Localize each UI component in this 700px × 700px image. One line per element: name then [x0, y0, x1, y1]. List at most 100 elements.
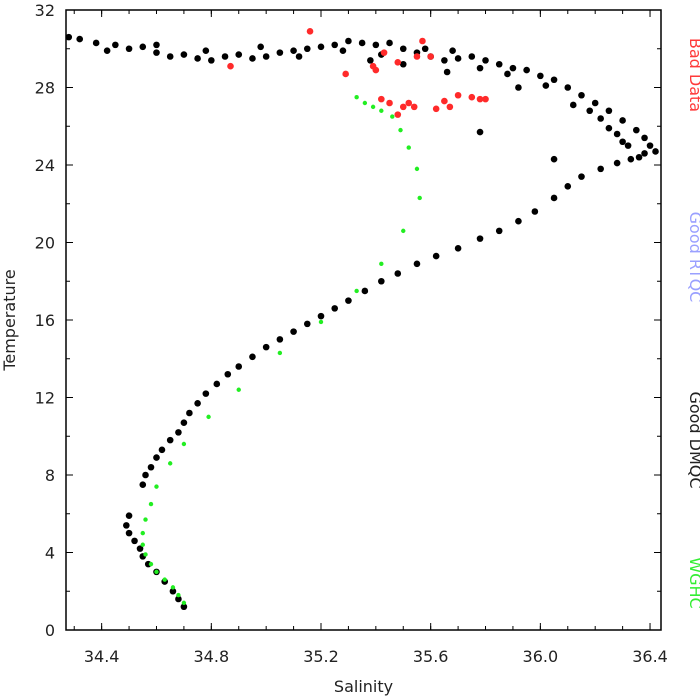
- point-good-dmqc: [194, 400, 201, 407]
- point-wghc: [398, 127, 403, 133]
- y-tick-label: 0: [45, 621, 55, 640]
- x-tick-label: 36.0: [523, 647, 559, 666]
- point-good-dmqc: [495, 227, 503, 235]
- point-wghc: [176, 592, 181, 598]
- point-good-dmqc: [413, 260, 421, 268]
- point-good-dmqc: [213, 380, 221, 388]
- point-good-dmqc: [202, 390, 210, 397]
- point-good-dmqc: [180, 419, 188, 426]
- point-good-dmqc: [175, 429, 182, 436]
- point-bad-data: [432, 105, 440, 113]
- legend-item-good-dmqc: Good DMQC: [686, 391, 700, 488]
- point-wghc: [370, 104, 376, 110]
- point-good-dmqc: [123, 522, 130, 529]
- point-good-dmqc: [339, 47, 347, 54]
- point-good-dmqc: [476, 128, 484, 136]
- point-good-dmqc: [378, 277, 385, 285]
- point-bad-data: [386, 99, 393, 107]
- point-good-dmqc: [597, 165, 604, 173]
- point-good-dmqc: [158, 446, 166, 454]
- point-good-dmqc: [345, 37, 352, 45]
- point-good-dmqc: [290, 47, 297, 54]
- point-wghc: [406, 145, 411, 150]
- point-good-dmqc: [597, 115, 604, 122]
- point-wghc: [148, 501, 154, 507]
- point-good-dmqc: [142, 471, 149, 479]
- point-good-dmqc: [504, 70, 511, 78]
- point-wghc: [318, 319, 324, 325]
- y-axis-title: Temperature: [0, 269, 19, 371]
- point-good-dmqc: [180, 603, 188, 611]
- point-bad-data: [306, 28, 314, 35]
- point-good-dmqc: [125, 512, 133, 519]
- point-good-dmqc: [202, 47, 210, 54]
- point-good-dmqc: [262, 343, 270, 351]
- point-good-dmqc: [578, 173, 585, 180]
- data-points: [65, 28, 659, 611]
- point-good-dmqc: [468, 53, 476, 60]
- point-wghc: [379, 261, 384, 267]
- point-good-dmqc: [303, 45, 311, 53]
- point-wghc: [162, 577, 167, 582]
- point-good-dmqc: [531, 208, 539, 215]
- y-tick-label: 16: [35, 311, 55, 330]
- point-good-dmqc: [421, 45, 429, 53]
- point-good-dmqc: [515, 217, 522, 225]
- point-wghc: [181, 441, 187, 447]
- point-bad-data: [476, 95, 484, 103]
- point-good-dmqc: [175, 595, 182, 603]
- point-good-dmqc: [224, 370, 232, 378]
- point-good-dmqc: [605, 107, 613, 115]
- point-good-dmqc: [257, 43, 264, 51]
- point-good-dmqc: [613, 130, 621, 138]
- point-good-dmqc: [125, 529, 133, 537]
- point-good-dmqc: [586, 107, 594, 115]
- point-good-dmqc: [76, 35, 84, 43]
- y-axis: 0 4 8 12 16 20 24 28 32: [35, 1, 661, 640]
- point-good-dmqc: [564, 183, 572, 190]
- point-good-dmqc: [131, 537, 138, 545]
- point-bad-data: [446, 103, 454, 111]
- point-good-dmqc: [569, 101, 577, 109]
- point-wghc: [354, 288, 359, 294]
- point-good-dmqc: [619, 138, 626, 146]
- point-good-dmqc: [169, 587, 177, 595]
- point-bad-data: [413, 53, 421, 60]
- point-good-dmqc: [619, 117, 626, 124]
- point-good-dmqc: [641, 134, 648, 142]
- point-good-dmqc: [591, 99, 599, 107]
- point-good-dmqc: [331, 305, 339, 312]
- point-wghc: [379, 108, 384, 113]
- point-good-dmqc: [613, 159, 621, 167]
- point-good-dmqc: [476, 235, 484, 242]
- y-tick-label: 24: [35, 156, 55, 175]
- point-wghc: [236, 387, 241, 392]
- point-good-dmqc: [221, 53, 229, 60]
- point-bad-data: [372, 66, 380, 74]
- point-wghc: [143, 517, 148, 522]
- y-tick-label: 20: [35, 234, 55, 253]
- point-good-dmqc: [136, 545, 144, 552]
- point-good-dmqc: [564, 84, 572, 91]
- legend: Bad Data Good RTQC Good DMQC WGHC: [686, 38, 700, 609]
- point-good-dmqc: [578, 91, 585, 99]
- point-good-dmqc: [139, 43, 147, 51]
- point-good-dmqc: [317, 312, 325, 320]
- x-tick-label: 35.2: [303, 647, 339, 666]
- point-wghc: [140, 530, 145, 536]
- point-good-dmqc: [523, 66, 530, 74]
- legend-item-wghc: WGHC: [686, 557, 700, 608]
- point-good-dmqc: [515, 84, 522, 91]
- point-good-dmqc: [443, 68, 451, 76]
- point-good-dmqc: [276, 49, 284, 56]
- point-good-dmqc: [361, 287, 369, 295]
- x-axis: 34.4 34.8 35.2 35.6 36.0 36.4: [73, 10, 668, 666]
- point-wghc: [154, 484, 159, 489]
- point-good-dmqc: [295, 53, 303, 60]
- point-good-dmqc: [482, 57, 489, 64]
- point-good-dmqc: [166, 436, 174, 444]
- point-good-dmqc: [249, 353, 256, 361]
- point-bad-data: [419, 37, 426, 45]
- legend-item-good-rtqc: Good RTQC: [686, 212, 700, 303]
